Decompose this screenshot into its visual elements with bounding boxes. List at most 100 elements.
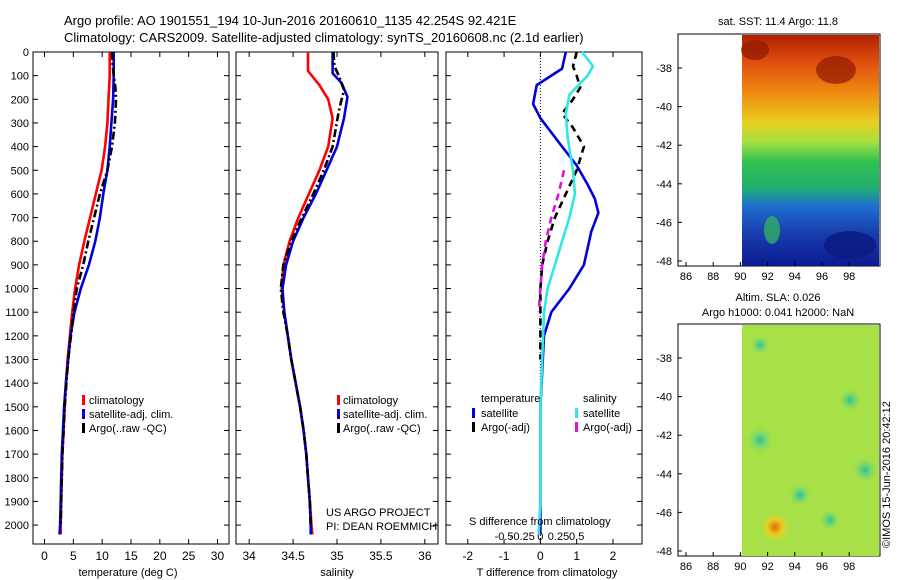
pi-label: PI: DEAN ROEMMICH bbox=[326, 521, 437, 533]
depth-tick-label: 1500 bbox=[5, 402, 29, 414]
footer-stamp: ©IMOS 15-Jun-2016 20:42:12 bbox=[881, 401, 893, 548]
legend-swatch-clim bbox=[82, 395, 85, 405]
salinity-x-tick-label: 35.5 bbox=[369, 549, 393, 563]
salinity-series-argo-raw-qc- bbox=[279, 51, 346, 526]
temperature-x-tick-label: 10 bbox=[95, 549, 109, 563]
differences-x-tick-label: 0 bbox=[537, 549, 544, 563]
sst-map-axes: 86 88 90 92 94 96 98 -38 -40 -42 -44 -46 -48 bbox=[656, 63, 855, 283]
depth-tick-label: 1100 bbox=[5, 307, 29, 319]
legend-label-sat: satellite-adj. clim. bbox=[343, 409, 427, 421]
s-diff-tick-label: -0.25 bbox=[510, 531, 535, 543]
sla-blob bbox=[819, 509, 841, 531]
depth-tick-label: 500 bbox=[11, 165, 29, 177]
sla-map-title2: Argo h1000: 0.041 h2000: NaN bbox=[702, 307, 854, 319]
legend-swatch-s-sat bbox=[575, 408, 578, 418]
s-diff-tick-label: 0 bbox=[537, 531, 543, 543]
header-line2: Climatology: CARS2009. Satellite-adjuste… bbox=[64, 30, 584, 45]
depth-tick-label: 600 bbox=[11, 189, 29, 201]
salinity-x-tick-label: 35 bbox=[330, 549, 344, 563]
difference-panel bbox=[445, 51, 643, 545]
map-y-tick-label: -46 bbox=[656, 217, 672, 229]
s-diff-tick-label: 0.5 bbox=[569, 531, 584, 543]
depth-tick-label: 1800 bbox=[5, 473, 29, 485]
map-x-tick-label: 96 bbox=[816, 271, 828, 283]
differences-x-tick-label: 2 bbox=[610, 549, 617, 563]
sla-map-title1: Altim. SLA: 0.026 bbox=[736, 292, 821, 304]
map-y-tick-label: -42 bbox=[656, 140, 672, 152]
depth-tick-label: 400 bbox=[11, 142, 29, 154]
map-y-tick-label: -40 bbox=[656, 102, 672, 114]
salinity-legend: climatology satellite-adj. clim. Argo(..… bbox=[326, 395, 437, 533]
temperature-x-tick-label: 15 bbox=[124, 549, 138, 563]
map-y-tick-label: -42 bbox=[656, 430, 672, 442]
map-x-tick-label: 88 bbox=[707, 271, 719, 283]
map-y-tick-label: -46 bbox=[656, 507, 672, 519]
map-y-tick-label: -38 bbox=[656, 63, 672, 75]
map-x-tick-label: 98 bbox=[843, 561, 855, 573]
depth-tick-label: 1700 bbox=[5, 449, 29, 461]
temperature-xlabel: temperature (deg C) bbox=[78, 567, 177, 579]
depth-tick-label: 2000 bbox=[5, 520, 29, 532]
depth-tick-label: 1900 bbox=[5, 496, 29, 508]
legend-label-clim: climatology bbox=[343, 395, 399, 407]
legend-swatch-s-argo bbox=[575, 422, 578, 432]
temperature-series-satellite-adj-clim- bbox=[58, 52, 115, 535]
sla-blob bbox=[746, 426, 774, 454]
s-diff-axis-label: S difference from climatology bbox=[469, 516, 611, 528]
s-diff-tick-label: -0.5 bbox=[495, 531, 514, 543]
header-line1: Argo profile: AO 1901551_194 10-Jun-2016… bbox=[64, 13, 517, 28]
depth-tick-label: 1000 bbox=[5, 284, 29, 296]
map-x-tick-label: 86 bbox=[680, 561, 692, 573]
differences-x-tick-label: -2 bbox=[462, 549, 473, 563]
sst-warm-patch bbox=[816, 56, 856, 84]
differences-series-temperature-satellite bbox=[531, 51, 600, 535]
depth-tick-label: 800 bbox=[11, 236, 29, 248]
legend-label-sat: satellite-adj. clim. bbox=[89, 409, 173, 421]
temperature-legend: climatology satellite-adj. clim. Argo(..… bbox=[82, 395, 173, 435]
difference-legend: temperature salinity satellite Argo(-adj… bbox=[469, 393, 632, 528]
map-x-tick-label: 96 bbox=[816, 561, 828, 573]
legend-swatch-clim bbox=[337, 395, 340, 405]
map-x-tick-label: 92 bbox=[761, 561, 773, 573]
map-x-tick-label: 94 bbox=[789, 271, 801, 283]
depth-tick-label: 1200 bbox=[5, 331, 29, 343]
legend-label-t-sat: satellite bbox=[481, 408, 518, 420]
legend-header-salinity: salinity bbox=[583, 393, 617, 405]
s-diff-tick-label: 0.25 bbox=[548, 531, 569, 543]
map-x-tick-label: 86 bbox=[680, 271, 692, 283]
sst-green-patch bbox=[764, 216, 780, 244]
sla-map-image bbox=[742, 325, 879, 556]
map-x-tick-label: 94 bbox=[789, 561, 801, 573]
temperature-x-tick-label: 25 bbox=[182, 549, 196, 563]
project-label: US ARGO PROJECT bbox=[326, 507, 431, 519]
legend-swatch-sat bbox=[337, 409, 340, 419]
salinity-x-tick-label: 34.5 bbox=[281, 549, 305, 563]
temperature-series-climatology bbox=[59, 52, 111, 535]
depth-tick-label: 300 bbox=[11, 118, 29, 130]
salinity-x-tick-label: 36 bbox=[418, 549, 432, 563]
map-x-tick-label: 90 bbox=[734, 271, 746, 283]
legend-label-s-sat: satellite bbox=[583, 408, 620, 420]
differences-series-temperature-argo-adj- bbox=[539, 51, 586, 360]
legend-swatch-argo bbox=[337, 423, 340, 433]
differences-x-tick-label: 1 bbox=[573, 549, 580, 563]
depth-tick-label: 900 bbox=[11, 260, 29, 272]
sst-field bbox=[742, 35, 879, 266]
sst-cool-patch bbox=[824, 231, 876, 259]
temperature-x-tick-label: 0 bbox=[41, 549, 48, 563]
temperature-series-argo-raw-qc- bbox=[59, 51, 118, 526]
sla-blob bbox=[852, 457, 878, 483]
legend-header-temperature: temperature bbox=[481, 393, 540, 405]
map-y-tick-label: -38 bbox=[656, 353, 672, 365]
legend-swatch-sat bbox=[82, 409, 85, 419]
sst-map-title: sat. SST: 11.4 Argo: 11.8 bbox=[718, 16, 838, 28]
differences-series-salinity-argo-adj- bbox=[537, 170, 566, 313]
sla-blob bbox=[838, 388, 862, 412]
map-y-tick-label: -44 bbox=[656, 179, 672, 191]
map-y-tick-label: -44 bbox=[656, 469, 672, 481]
legend-label-argo: Argo(..raw -QC) bbox=[343, 423, 421, 435]
legend-swatch-argo bbox=[82, 423, 85, 433]
difference-xlabel: T difference from climatology bbox=[477, 567, 618, 579]
differences-x-tick-label: -1 bbox=[499, 549, 510, 563]
